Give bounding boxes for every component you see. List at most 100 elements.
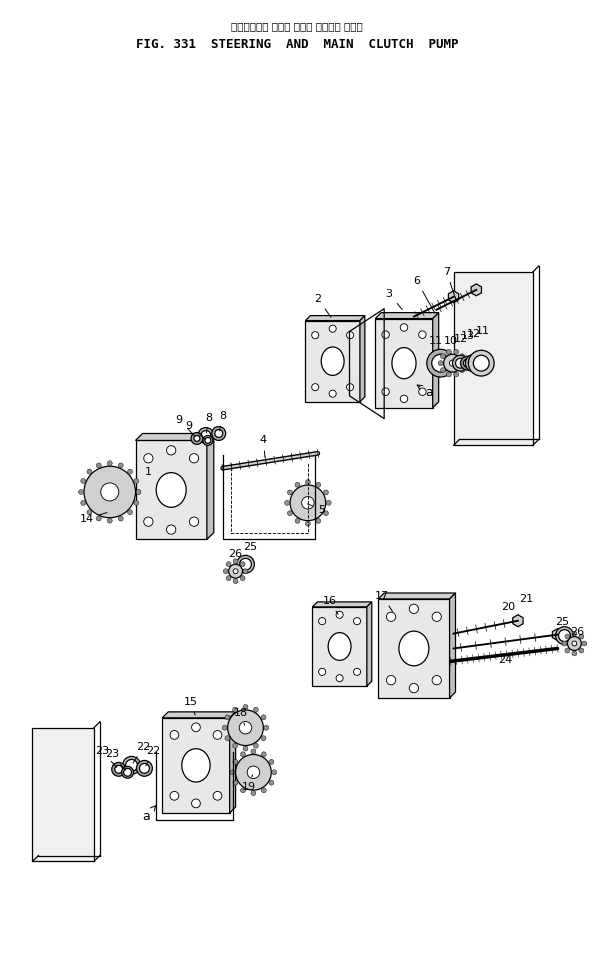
Circle shape [409, 683, 419, 693]
Circle shape [558, 630, 570, 641]
Polygon shape [305, 315, 365, 320]
Circle shape [432, 675, 441, 685]
Circle shape [233, 780, 238, 785]
Text: 25: 25 [555, 617, 570, 627]
Ellipse shape [321, 347, 344, 376]
Circle shape [166, 446, 176, 455]
Text: 22: 22 [133, 741, 150, 763]
Circle shape [170, 791, 179, 800]
Text: 9: 9 [185, 420, 206, 440]
Circle shape [128, 469, 132, 474]
Ellipse shape [156, 473, 186, 507]
Text: 6: 6 [413, 276, 434, 312]
Circle shape [473, 355, 489, 371]
Text: 8: 8 [219, 411, 226, 431]
Circle shape [261, 752, 266, 757]
Circle shape [387, 612, 396, 622]
Polygon shape [471, 284, 482, 296]
Circle shape [87, 510, 92, 515]
Circle shape [409, 604, 419, 614]
Circle shape [222, 725, 227, 730]
Text: 21: 21 [519, 594, 533, 604]
Text: 3: 3 [386, 289, 402, 309]
Circle shape [189, 517, 198, 526]
Circle shape [318, 668, 326, 675]
Circle shape [170, 731, 179, 739]
Circle shape [243, 569, 248, 574]
Circle shape [134, 500, 139, 505]
Text: 11: 11 [476, 327, 490, 337]
Circle shape [233, 579, 238, 584]
Circle shape [198, 427, 214, 444]
Circle shape [329, 325, 336, 332]
Circle shape [78, 489, 84, 494]
Circle shape [191, 433, 203, 445]
Circle shape [285, 500, 289, 505]
Text: a: a [417, 385, 432, 399]
Circle shape [205, 438, 211, 444]
Circle shape [233, 707, 238, 712]
Circle shape [233, 569, 238, 574]
Circle shape [247, 766, 260, 778]
Text: 26: 26 [570, 627, 584, 636]
Circle shape [261, 736, 266, 740]
Circle shape [572, 641, 577, 646]
Circle shape [562, 641, 567, 646]
Circle shape [346, 332, 353, 339]
Circle shape [101, 483, 119, 501]
Text: 14: 14 [80, 513, 107, 523]
Circle shape [426, 349, 454, 377]
Circle shape [194, 436, 200, 442]
Circle shape [144, 517, 153, 526]
Polygon shape [552, 629, 563, 640]
Circle shape [469, 357, 481, 369]
Circle shape [112, 763, 125, 776]
Circle shape [582, 641, 587, 646]
Polygon shape [448, 291, 459, 303]
Circle shape [305, 522, 311, 526]
Circle shape [572, 631, 577, 636]
Circle shape [264, 725, 268, 730]
Text: 12: 12 [467, 330, 481, 340]
Circle shape [254, 707, 258, 712]
Circle shape [438, 361, 443, 366]
Bar [375, 318, 432, 408]
Polygon shape [135, 434, 214, 441]
Circle shape [460, 354, 465, 359]
Circle shape [316, 519, 321, 523]
Polygon shape [432, 312, 438, 408]
Circle shape [462, 361, 467, 366]
Circle shape [466, 354, 484, 372]
Bar [33, 728, 94, 861]
Circle shape [241, 752, 245, 757]
Circle shape [312, 332, 319, 339]
Circle shape [432, 354, 450, 372]
Bar [305, 320, 360, 402]
Circle shape [192, 799, 200, 808]
Circle shape [440, 354, 446, 359]
Circle shape [144, 453, 153, 463]
Polygon shape [378, 593, 456, 599]
Bar [312, 607, 367, 686]
Circle shape [261, 715, 266, 720]
Circle shape [444, 354, 462, 372]
Circle shape [460, 356, 475, 370]
Ellipse shape [182, 749, 210, 782]
Ellipse shape [328, 632, 351, 661]
Polygon shape [360, 315, 365, 402]
Circle shape [446, 349, 451, 354]
Text: 12: 12 [453, 335, 467, 344]
Circle shape [251, 749, 256, 754]
Bar [162, 718, 230, 812]
Circle shape [225, 715, 230, 720]
Circle shape [329, 390, 336, 397]
Circle shape [236, 754, 271, 790]
Circle shape [240, 576, 245, 581]
Circle shape [454, 349, 459, 354]
Polygon shape [162, 712, 236, 718]
Text: 11: 11 [429, 337, 443, 346]
Circle shape [230, 770, 235, 775]
Circle shape [318, 618, 326, 625]
Circle shape [128, 510, 132, 515]
Circle shape [240, 561, 245, 566]
